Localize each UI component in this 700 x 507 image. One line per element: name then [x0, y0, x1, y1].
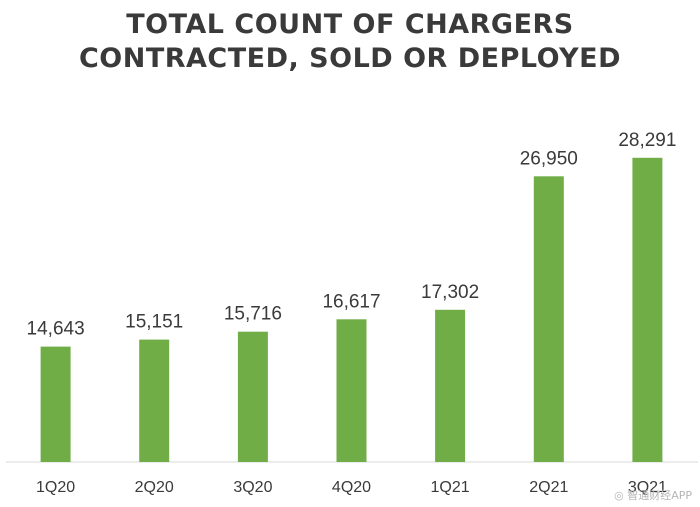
bar-2Q20 — [139, 339, 170, 462]
bar-3Q20 — [237, 331, 268, 462]
x-tick-label-2Q21: 2Q21 — [529, 479, 568, 496]
x-tick-label-3Q20: 3Q20 — [233, 479, 272, 496]
data-label-3Q20: 15,716 — [224, 304, 282, 325]
chart-title-line-1: TOTAL COUNT OF CHARGERS — [126, 9, 574, 40]
data-label-3Q21: 28,291 — [618, 130, 676, 151]
data-label-2Q20: 15,151 — [125, 312, 183, 333]
chart-title-line-2: CONTRACTED, SOLD OR DEPLOYED — [78, 43, 622, 74]
x-tick-label-4Q20: 4Q20 — [332, 479, 371, 496]
data-label-1Q20: 14,643 — [27, 319, 85, 340]
chart-title: TOTAL COUNT OF CHARGERS CONTRACTED, SOLD… — [0, 8, 700, 76]
bar-3Q21 — [632, 157, 663, 463]
x-tick-label-3Q21: 3Q21 — [628, 479, 667, 496]
bar-4Q20 — [336, 319, 367, 462]
data-label-4Q20: 16,617 — [322, 291, 380, 312]
data-label-1Q21: 17,302 — [421, 282, 479, 303]
x-tick-label-2Q20: 2Q20 — [135, 479, 174, 496]
x-tick-label-1Q21: 1Q21 — [431, 479, 470, 496]
bar-1Q20 — [40, 346, 71, 462]
bar-1Q21 — [435, 309, 466, 462]
bar-2Q21 — [533, 176, 564, 463]
watermark: ◎ 智通财经APP — [614, 489, 692, 502]
data-label-2Q21: 26,950 — [520, 148, 578, 169]
x-tick-label-1Q20: 1Q20 — [36, 479, 75, 496]
